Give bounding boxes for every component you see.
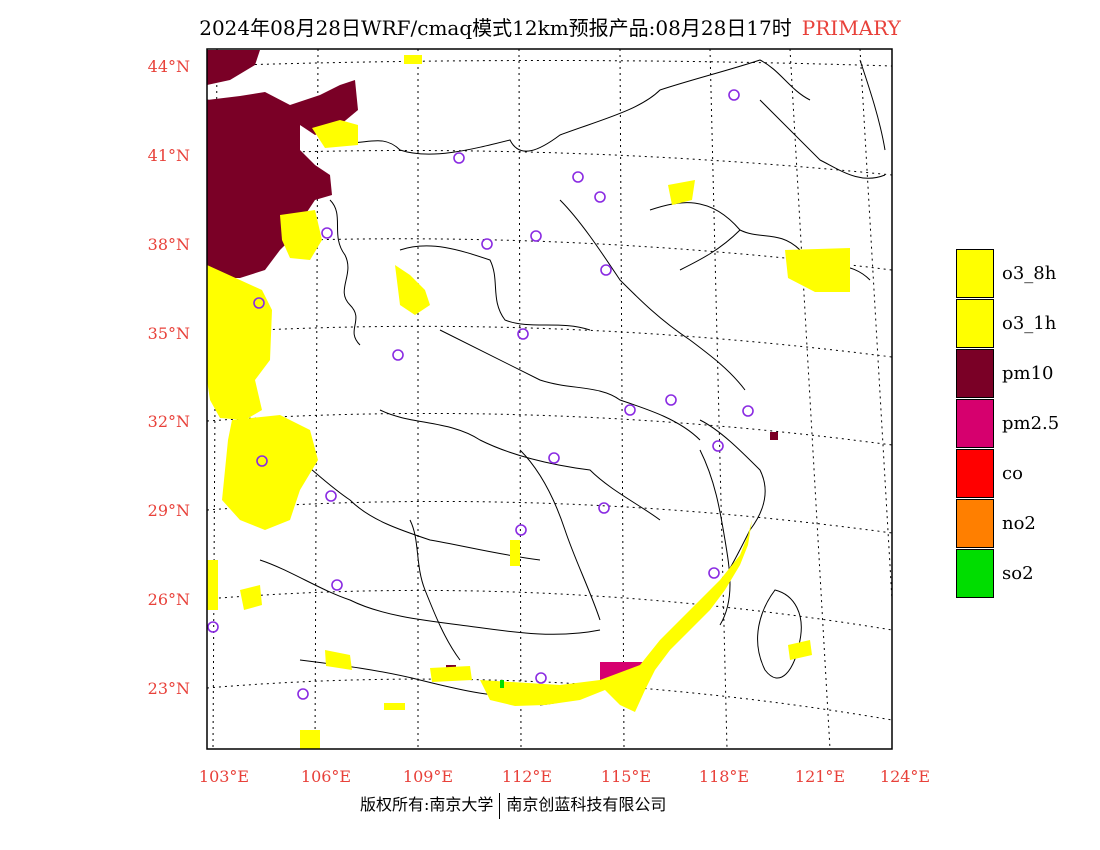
legend-label: pm2.5 bbox=[1002, 413, 1060, 434]
legend-label: o3_1h bbox=[1002, 313, 1057, 334]
lat-label-26: 26°N bbox=[148, 590, 190, 609]
copyright-right: 南京创蓝科技有限公司 bbox=[506, 795, 667, 814]
legend-swatch bbox=[956, 249, 994, 298]
footer-separator bbox=[499, 792, 501, 819]
legend-swatch bbox=[956, 549, 994, 598]
legend-swatch bbox=[956, 349, 994, 398]
lon-label-115: 115°E bbox=[601, 767, 651, 786]
lat-label-44: 44°N bbox=[148, 57, 190, 76]
legend-item-pm25: pm2.5 bbox=[956, 399, 1086, 449]
legend-item-co: co bbox=[956, 449, 1086, 499]
legend-swatch bbox=[956, 449, 994, 498]
lon-label-109: 109°E bbox=[403, 767, 453, 786]
lon-label-121: 121°E bbox=[795, 767, 845, 786]
legend-swatch bbox=[956, 399, 994, 448]
lon-label-118: 118°E bbox=[699, 767, 749, 786]
page-title: 2024年08月28日WRF/cmaq模式12km预报产品:08月28日17时 P… bbox=[0, 12, 1100, 41]
lat-label-35: 35°N bbox=[148, 324, 190, 343]
primary-tag: PRIMARY bbox=[801, 16, 901, 40]
lon-label-103: 103°E bbox=[199, 767, 249, 786]
lat-label-23: 23°N bbox=[148, 679, 190, 698]
map-background bbox=[207, 49, 892, 749]
legend-label: so2 bbox=[1002, 563, 1034, 584]
lat-label-32: 32°N bbox=[148, 412, 190, 431]
legend-swatch bbox=[956, 299, 994, 348]
lat-label-41: 41°N bbox=[148, 146, 190, 165]
legend-item-o3-1h: o3_1h bbox=[956, 299, 1086, 349]
legend-item-so2: so2 bbox=[956, 549, 1086, 599]
o3-patches bbox=[207, 55, 850, 749]
lon-label-112: 112°E bbox=[502, 767, 552, 786]
lon-label-106: 106°E bbox=[301, 767, 351, 786]
lat-label-29: 29°N bbox=[148, 501, 190, 520]
legend-item-o3-8h: o3_8h bbox=[956, 249, 1086, 299]
legend: o3_8h o3_1h pm10 pm2.5 co no2 so2 bbox=[956, 249, 1086, 599]
legend-swatch bbox=[956, 499, 994, 548]
legend-item-pm10: pm10 bbox=[956, 349, 1086, 399]
lat-label-38: 38°N bbox=[148, 235, 190, 254]
legend-label: co bbox=[1002, 463, 1023, 484]
legend-label: no2 bbox=[1002, 513, 1036, 534]
title-text: 2024年08月28日WRF/cmaq模式12km预报产品:08月28日17时 bbox=[199, 16, 792, 40]
legend-item-no2: no2 bbox=[956, 499, 1086, 549]
monitoring-stations bbox=[207, 89, 754, 700]
lon-label-124: 124°E bbox=[880, 767, 930, 786]
copyright-footer: 版权所有:南京大学 南京创蓝科技有限公司 bbox=[360, 791, 666, 819]
legend-label: pm10 bbox=[1002, 363, 1054, 384]
legend-label: o3_8h bbox=[1002, 263, 1057, 284]
copyright-left: 版权所有:南京大学 bbox=[360, 795, 494, 814]
map-frame bbox=[206, 48, 893, 750]
so2-patch bbox=[500, 680, 504, 688]
